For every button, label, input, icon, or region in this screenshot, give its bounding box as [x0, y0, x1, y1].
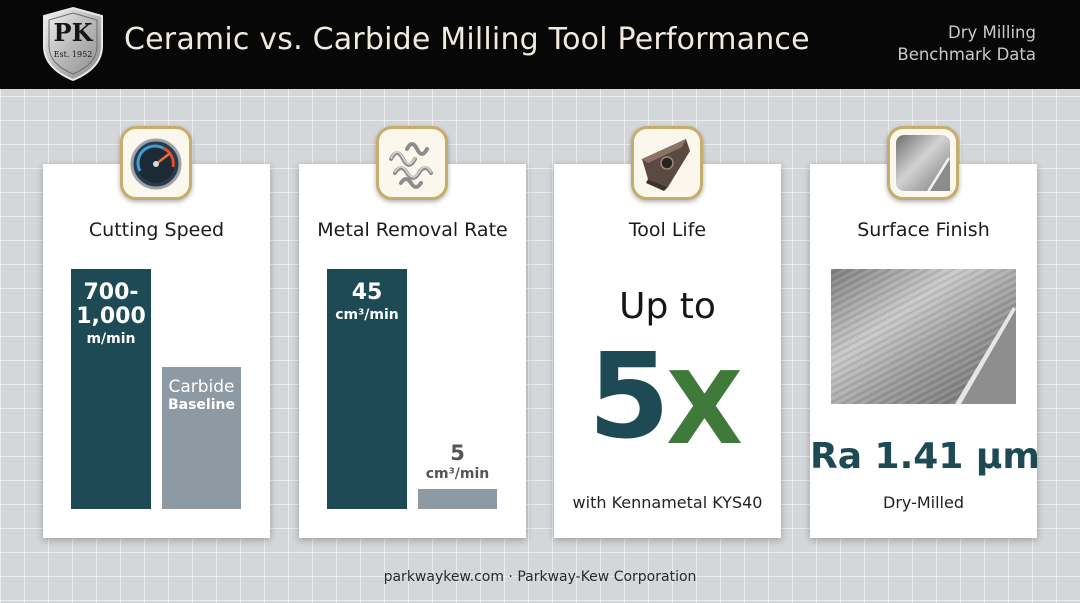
cutting-insert-badge	[631, 126, 703, 200]
carbide-value-label: 5 cm³/min	[418, 442, 497, 482]
card-metal-removal-rate: Metal Removal Rate 45 cm³/min 5 cm³/min	[299, 164, 526, 538]
card-title: Metal Removal Rate	[317, 219, 508, 241]
carbide-unit: cm³/min	[425, 466, 490, 482]
card-surface-finish: Surface Finish Ra 1.41 µm Dry-Milled	[810, 164, 1040, 538]
tool-life-multiplier-x: X	[666, 350, 744, 467]
card-title: Cutting Speed	[88, 219, 225, 241]
card-title: Tool Life	[628, 219, 707, 241]
header-note: Dry Milling Benchmark Data	[897, 22, 1036, 66]
machined-surface-image	[831, 269, 1016, 404]
footer-text[interactable]: parkwaykew.com · Parkway-Kew Corporation	[383, 569, 697, 585]
cutting-insert-icon	[642, 139, 690, 191]
surface-finish-note: Dry-Milled	[883, 493, 964, 512]
card-tool-life: Tool Life Up to 5 X with Kennametal KYS4…	[554, 164, 781, 538]
tool-life-note: with Kennametal KYS40	[572, 493, 763, 512]
ceramic-bar: 700- 1,000 m/min	[71, 269, 151, 509]
header-note-line1: Dry Milling	[947, 23, 1036, 42]
tool-life-prefix: Up to	[619, 286, 716, 327]
company-logo[interactable]: PK Est. 1952	[40, 6, 106, 82]
ceramic-unit: m/min	[86, 331, 136, 347]
carbide-value: 5	[450, 441, 465, 465]
ceramic-value-line1: 700-	[83, 280, 139, 305]
card-title: Surface Finish	[857, 219, 990, 241]
page-title: Ceramic vs. Carbide Milling Tool Perform…	[124, 22, 810, 57]
shield-logo-icon	[43, 6, 103, 82]
header-note-line2: Benchmark Data	[897, 45, 1036, 64]
tool-life-multiplier-number: 5	[588, 327, 671, 465]
logo-initials: PK	[53, 18, 93, 47]
carbide-bar	[418, 489, 497, 509]
carbide-label: Carbide	[168, 377, 235, 397]
ceramic-value: 45	[351, 280, 383, 305]
metal-chips-icon	[389, 142, 433, 189]
metal-chips-badge	[376, 126, 448, 200]
carbide-bar: Carbide Baseline	[162, 367, 241, 509]
machined-surface-badge	[887, 126, 959, 200]
speedometer-badge	[120, 126, 192, 200]
speedometer-icon	[130, 138, 182, 190]
carbide-sublabel: Baseline	[167, 397, 235, 413]
card-cutting-speed: Cutting Speed 700- 1,000 m/min Carbide B…	[43, 164, 270, 538]
ceramic-value-line2: 1,000	[76, 304, 146, 329]
surface-roughness-value: Ra 1.41 µm	[810, 436, 1040, 477]
logo-established: Est. 1952	[53, 50, 93, 59]
machined-surface-icon	[896, 135, 950, 191]
ceramic-bar: 45 cm³/min	[327, 269, 407, 509]
header-bar: PK Est. 1952 Ceramic vs. Carbide Milling…	[0, 0, 1080, 89]
machined-surface-photo-icon	[831, 269, 1016, 404]
ceramic-unit: cm³/min	[335, 307, 399, 323]
